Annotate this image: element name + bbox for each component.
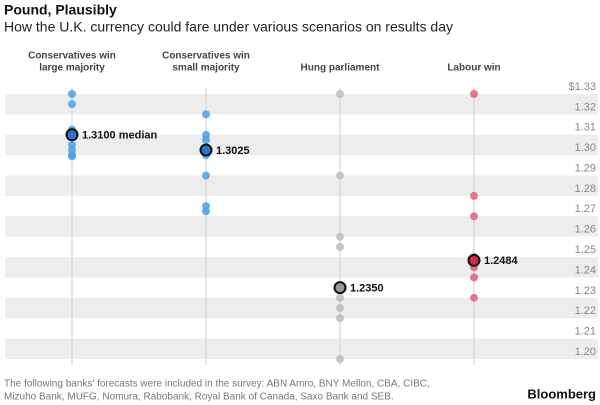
y-tick-label: 1.28 [575,183,596,195]
category-label: large majority [39,63,105,74]
dot [336,355,344,363]
y-tick-label: 1.29 [575,162,596,174]
dot [68,90,76,98]
median-label: 1.3100 median [82,130,157,142]
dot [202,171,210,180]
dot [336,171,344,180]
y-tick-label: 1.24 [575,264,596,276]
y-tick-label: 1.20 [575,346,596,358]
dot [470,90,478,98]
median-dot [65,128,79,142]
median-label: 1.3025 [216,145,250,157]
dot [68,100,76,109]
dot [470,191,478,200]
y-tick-label: 1.32 [575,101,596,113]
grid-band [5,94,598,115]
median-dot [199,143,213,157]
y-tick-label: 1.31 [575,122,596,134]
dot [336,90,344,98]
y-tick-label: 1.23 [575,285,596,297]
y-tick-label: 1.30 [575,142,596,154]
dot [336,232,344,241]
median-dot [333,281,347,295]
footnote: Mizuho Bank, MUFG, Nomura, Rabobank, Roy… [4,392,394,403]
dot [336,293,344,302]
chart-subtitle: How the U.K. currency could fare under v… [4,19,453,35]
source: Bloomberg [527,386,596,401]
dot [336,304,344,313]
category-label: Labour win [447,63,500,74]
dot [68,152,76,161]
median-label: 1.2350 [350,283,384,295]
dot [202,110,210,119]
y-tick-label: 1.26 [575,224,596,236]
category-label: Conservatives win [162,51,250,62]
dot [202,207,210,216]
dot [202,135,210,144]
dot [336,314,344,323]
grid-band [5,175,598,196]
dot [470,293,478,302]
plot [5,88,598,365]
median-label: 1.2484 [484,255,519,267]
y-tick-label: 1.21 [575,326,596,338]
grid-band [5,338,598,359]
category-label: small majority [172,63,240,74]
dot [336,242,344,251]
grid-band [5,297,598,319]
y-tick-label: 1.27 [575,203,596,215]
y-tick-label: 1.22 [575,305,596,317]
dot [470,273,478,282]
category-label: Hung parliament [301,63,381,74]
grid-band [5,216,598,237]
median-dot [467,253,481,267]
grid-band [5,257,598,278]
y-tick-label: 1.25 [575,244,596,256]
footnote: The following banks' forecasts were incl… [4,379,430,390]
grid-band [5,134,598,156]
dot [470,212,478,221]
y-tick-label: $1.33 [568,81,596,93]
category-label: Conservatives win [28,51,116,62]
chart-title: Pound, Plausibly [4,2,117,18]
